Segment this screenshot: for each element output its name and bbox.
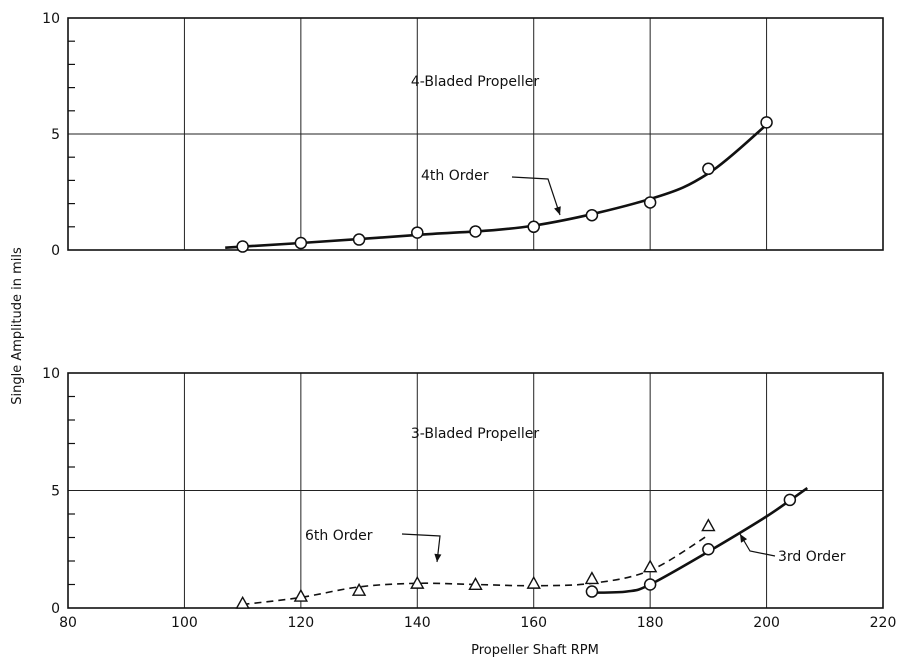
data-point-triangle <box>235 595 250 609</box>
data-point-triangle <box>293 588 309 602</box>
data-point-circle <box>702 162 715 176</box>
arrow-head <box>554 206 561 215</box>
arrow-head <box>434 553 442 562</box>
leader-line <box>511 176 561 216</box>
plot-frame <box>67 372 884 609</box>
series-line <box>242 534 709 606</box>
series-label: 4th Order <box>421 168 489 184</box>
data-point-triangle <box>468 577 483 590</box>
leader-line <box>401 533 441 563</box>
y-tick-label: 5 <box>51 484 60 500</box>
data-point-circle <box>783 493 797 507</box>
series-6th-order: 6th Order <box>235 518 716 609</box>
series-line <box>591 487 809 594</box>
x-tick-label: 200 <box>753 615 780 631</box>
data-point-circle <box>294 236 308 250</box>
plot-frame <box>67 17 884 251</box>
data-point-triangle <box>701 518 716 532</box>
y-tick-label: 0 <box>51 601 60 617</box>
data-point-circle <box>585 585 599 598</box>
arrow-head <box>740 534 748 543</box>
panel-title: 3-Bladed Propeller <box>411 426 539 442</box>
data-point-triangle <box>584 571 600 585</box>
data-point-circle <box>236 240 249 253</box>
x-axis-label: Propeller Shaft RPM <box>471 643 599 658</box>
y-tick-label: 10 <box>42 11 60 27</box>
x-tick-label: 100 <box>171 615 198 631</box>
y-tick-label: 5 <box>51 127 60 143</box>
x-tick-label: 120 <box>287 615 314 631</box>
chart-panel-2: 0 5 10 80 100 120 140 160 180 200 220 3-Bladed Prop… <box>42 366 896 631</box>
leader-line <box>739 533 776 557</box>
data-point-circle <box>352 233 366 246</box>
data-point-circle <box>702 543 715 556</box>
y-axis-label: Single Amplitude in mils <box>10 247 25 405</box>
x-tick-label: 80 <box>59 615 77 631</box>
series-4th-order: 4th Order <box>225 116 773 253</box>
series-3rd-order: 3rd Order <box>585 487 846 598</box>
panel-title: 4-Bladed Propeller <box>411 74 539 90</box>
data-point-circle <box>527 220 540 234</box>
data-point-circle <box>760 116 773 129</box>
x-tick-label: 160 <box>520 615 547 631</box>
data-point-circle <box>643 578 657 591</box>
data-point-circle <box>469 225 482 238</box>
y-tick-label: 0 <box>51 243 60 259</box>
series-line <box>225 123 768 249</box>
data-point-triangle <box>526 575 541 589</box>
data-point-triangle <box>642 559 658 573</box>
data-point-triangle <box>410 575 425 589</box>
data-point-circle <box>643 196 657 209</box>
chart-panel-1: 0 5 10 4-Bladed Propeller 4th Order <box>42 11 884 259</box>
data-point-circle <box>585 208 599 222</box>
y-tick-label: 10 <box>42 366 60 382</box>
x-tick-label: 220 <box>870 615 897 631</box>
data-point-circle <box>411 226 424 239</box>
series-label: 6th Order <box>305 528 373 544</box>
x-tick-label: 140 <box>404 615 431 631</box>
series-label: 3rd Order <box>778 549 846 565</box>
x-tick-label: 180 <box>637 615 664 631</box>
data-point-triangle <box>351 582 367 596</box>
